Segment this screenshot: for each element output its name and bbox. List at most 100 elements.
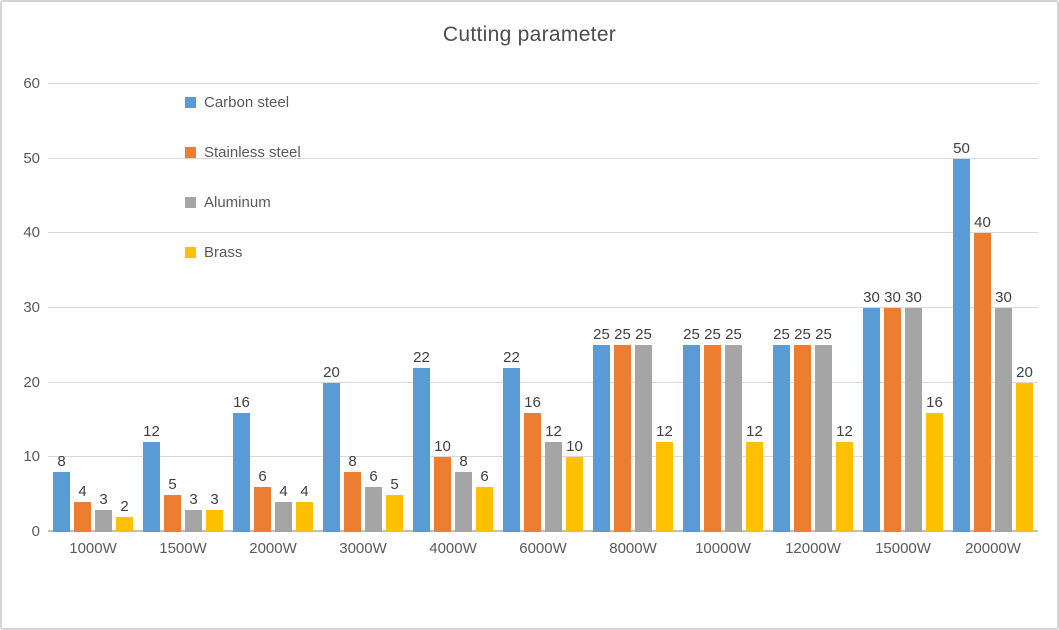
bar: 6	[476, 468, 493, 532]
bar-value-label: 4	[78, 483, 87, 501]
bar-value-label: 5	[168, 475, 177, 493]
bar-value-label: 20	[323, 363, 340, 381]
bar: 22	[503, 349, 520, 532]
bar-value-label: 6	[480, 468, 489, 486]
bar-value-label: 12	[746, 423, 763, 441]
bar-value-label: 16	[233, 393, 250, 411]
bar: 20	[323, 364, 340, 532]
x-tick-label: 4000W	[429, 540, 477, 557]
bar-group: 22 10 8 6	[408, 84, 498, 532]
y-tick-label: 30	[23, 299, 40, 316]
y-tick-label: 40	[23, 224, 40, 242]
bar: 10	[434, 438, 451, 532]
bar-group: 25 25 25 12	[768, 84, 858, 532]
bar-value-label: 5	[390, 475, 399, 493]
bar-value-label: 30	[905, 289, 922, 306]
bar-value-label: 12	[143, 423, 160, 441]
legend: Carbon steel Stainless steel Aluminum Brass	[185, 94, 301, 294]
bar-value-label: 25	[683, 326, 700, 344]
bar: 25	[593, 326, 610, 532]
y-tick-label: 0	[31, 523, 40, 540]
bar: 3	[206, 491, 223, 532]
bar: 8	[455, 453, 472, 532]
bar-value-label: 16	[524, 393, 541, 411]
bar-group: 30 30 30 16	[858, 84, 948, 532]
bar-value-label: 12	[545, 423, 562, 441]
x-tick-label: 10000W	[695, 540, 751, 557]
bar: 12	[746, 423, 763, 532]
bar: 30	[884, 289, 901, 532]
bar: 20	[1016, 364, 1033, 532]
bar: 25	[704, 326, 721, 532]
y-tick-label: 60	[23, 75, 40, 92]
bar-value-label: 25	[635, 326, 652, 344]
legend-label: Carbon steel	[204, 94, 290, 111]
x-tick-label: 12000W	[785, 540, 841, 557]
bar-value-label: 25	[593, 326, 610, 344]
bar-value-label: 30	[884, 289, 901, 306]
gridline	[48, 307, 1038, 308]
bar: 12	[836, 423, 853, 532]
bar-value-label: 6	[258, 468, 267, 486]
gridline	[48, 83, 1038, 84]
legend-label: Aluminum	[204, 194, 271, 211]
bar-value-label: 10	[566, 438, 583, 456]
bar-value-label: 12	[836, 423, 853, 441]
bar-value-label: 25	[725, 326, 742, 344]
gridline	[48, 381, 1038, 383]
bar: 25	[683, 326, 700, 532]
bar: 2	[116, 498, 133, 532]
legend-item: Stainless steel	[185, 144, 301, 161]
legend-label: Stainless steel	[204, 144, 301, 161]
bar-group: 25 25 25 12	[588, 84, 678, 532]
x-tick-label: 15000W	[875, 540, 931, 557]
bar: 40	[974, 214, 991, 532]
y-tick-label: 50	[23, 149, 40, 167]
bar: 25	[725, 326, 742, 532]
bar: 10	[566, 438, 583, 532]
bar-value-label: 22	[503, 348, 520, 366]
bar: 4	[275, 483, 292, 532]
bar: 6	[254, 468, 271, 532]
bar: 30	[905, 289, 922, 532]
legend-marker-icon	[185, 197, 196, 208]
bar-value-label: 25	[794, 326, 811, 344]
bar: 25	[635, 326, 652, 532]
bar: 25	[794, 326, 811, 532]
bar-value-label: 25	[815, 326, 832, 344]
legend-item: Brass	[185, 244, 301, 261]
bar-value-label: 8	[348, 453, 357, 471]
x-tick-label: 1500W	[159, 540, 207, 557]
bar-group: 50 40 30 20	[948, 84, 1038, 532]
legend-marker-icon	[185, 147, 196, 158]
bar: 8	[53, 453, 70, 532]
bar: 3	[95, 491, 112, 532]
gridline	[48, 232, 1038, 234]
bar-value-label: 8	[57, 453, 66, 471]
bar-value-label: 3	[99, 490, 108, 508]
bar-value-label: 40	[974, 214, 991, 232]
bar-group: 16 6 4 4	[228, 84, 318, 532]
x-tick-label: 8000W	[609, 540, 657, 557]
bar-value-label: 4	[279, 483, 288, 501]
bar: 25	[815, 326, 832, 532]
bar-value-label: 22	[413, 348, 430, 366]
bar: 4	[296, 483, 313, 532]
bar-value-label: 30	[995, 289, 1012, 306]
bar: 8	[344, 453, 361, 532]
bar-value-label: 3	[210, 490, 219, 508]
bar: 16	[926, 394, 943, 532]
y-tick-label: 10	[23, 448, 40, 466]
bar-value-label: 2	[120, 498, 129, 516]
x-tick-label: 2000W	[249, 540, 297, 557]
gridline	[48, 456, 1038, 458]
bar-value-label: 25	[773, 326, 790, 344]
x-axis-line	[48, 530, 1038, 532]
legend-marker-icon	[185, 97, 196, 108]
gridline	[48, 157, 1038, 159]
bar: 30	[863, 289, 880, 532]
bar: 6	[365, 468, 382, 532]
x-tick-label: 1000W	[69, 540, 117, 557]
